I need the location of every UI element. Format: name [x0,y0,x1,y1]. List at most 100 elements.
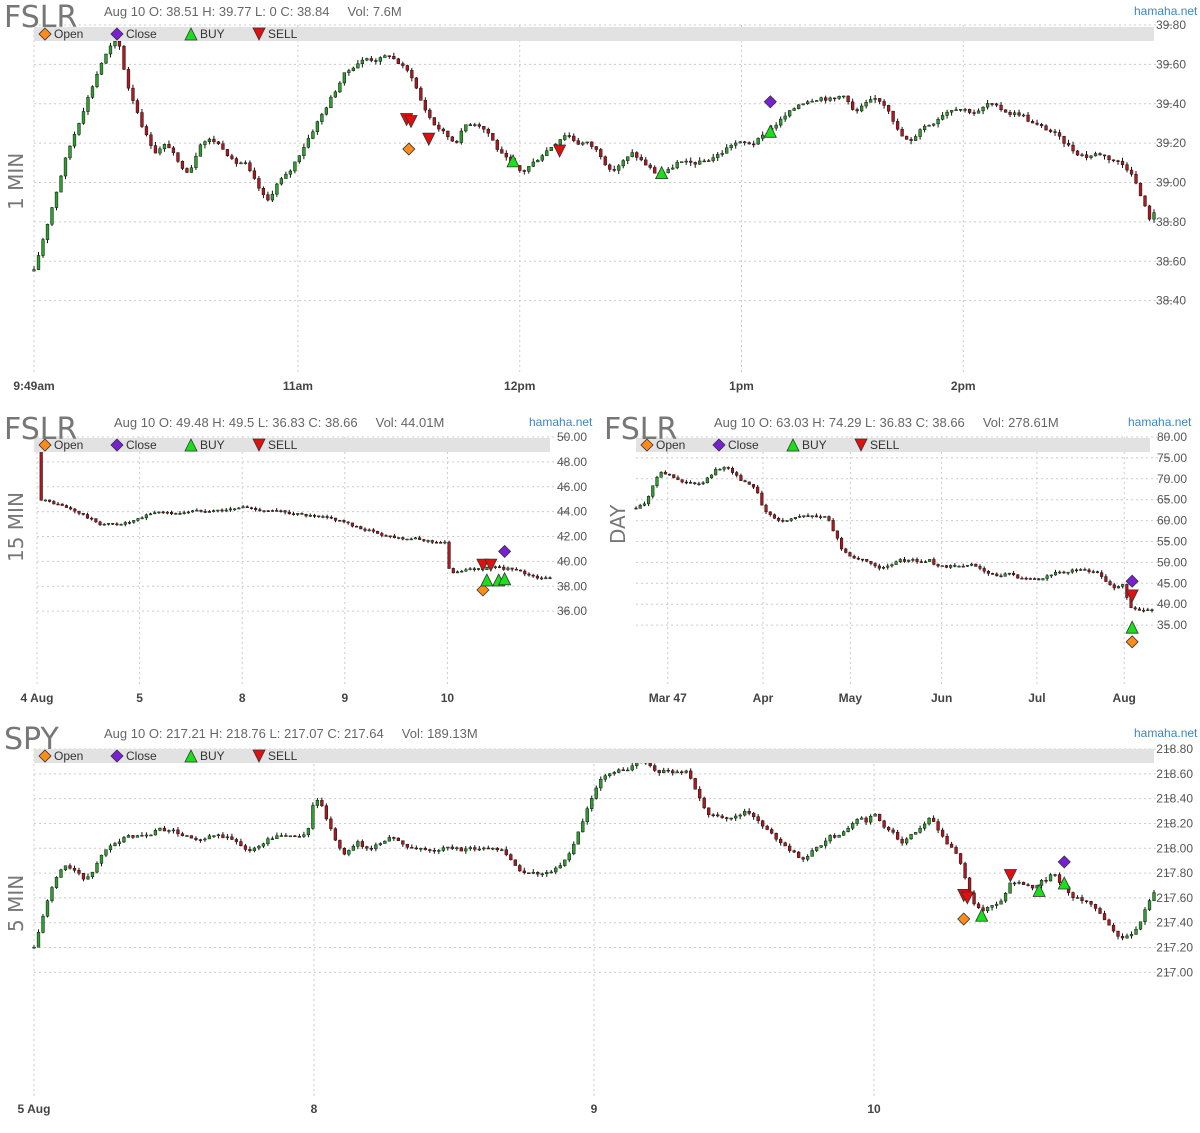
fslr-15min-chart[interactable]: 50.00 48.00 46.00 44.00 42.00 40.00 38.00 36.00… [0,410,600,710]
candle-body [549,871,553,874]
candle-body [374,844,378,850]
candle-body [714,469,718,476]
candle-body [500,849,504,851]
candle-body [777,517,781,521]
candle-body [194,156,198,169]
fslr-day-chart[interactable]: 80.00 75.00 70.00 65.00 60.00 55.00 50.00 45.00… [600,410,1200,710]
candle-body [793,516,797,520]
candle-body [446,130,450,138]
y-tick-label: 39.60 [1156,57,1186,71]
candle-body [756,816,760,822]
candle-body [961,565,965,568]
candle-body [123,522,127,525]
legend-close-icon [110,749,124,763]
candle-body [945,111,949,116]
candle-body [747,810,751,814]
candle-body [252,170,257,179]
candle-body [102,523,106,526]
brand-link[interactable]: hamaha.net [1134,4,1198,18]
candle-body [473,847,477,850]
candle-body [603,156,607,166]
candle-body [437,850,441,852]
candle-body [936,119,940,125]
candle-body [86,876,90,880]
candle-body [995,573,999,577]
chart-legend: Open Close BUY SELL [34,27,1154,41]
y-tick-label: 75.00 [1157,451,1187,465]
candle-body [855,109,859,112]
candle-body [638,505,642,509]
brand-link[interactable]: hamaha.net [1128,415,1192,429]
candle-body [549,147,553,151]
candle-body [688,482,693,484]
candle-body [1152,892,1156,901]
candle-body [32,946,36,949]
candle-body [468,568,472,570]
spy-5min-chart[interactable]: 218.80 218.60 218.40 218.20 218.00 217.80 217.… [0,722,1200,1133]
y-tick-label: 218.40 [1156,792,1193,806]
buy-marker [654,165,669,180]
candle-body [873,813,877,817]
candle-body [954,109,958,112]
legend-close-label: Close [126,27,157,41]
legend-close-label: Close [126,438,157,452]
candle-body [468,124,472,126]
candle-body [536,159,540,163]
candle-body [779,118,783,126]
candle-body [1100,572,1104,577]
candle-body [270,838,275,840]
candle-body [304,513,308,517]
candle-body [1026,884,1030,886]
candle-body [228,508,232,511]
brand-link[interactable]: hamaha.net [1134,726,1198,740]
candle-body [248,162,252,171]
y-tick-label: 48.00 [557,455,587,469]
buy-marker [480,573,494,587]
candle-body [41,915,45,933]
candle-body [630,765,634,771]
candle-body [77,123,81,135]
grid-lines [33,748,1172,1097]
sell-marker [252,438,266,452]
brand-link[interactable]: hamaha.net [529,415,593,429]
close-marker [498,544,512,558]
candle-body [540,155,544,161]
candle-body [308,515,312,517]
candle-body [77,510,81,514]
candle-body [957,565,961,568]
y-tick-label: 39.00 [1156,176,1186,190]
candle-body [1032,578,1037,580]
candle-body [877,565,881,569]
candle-body [451,568,455,574]
candle-body [518,865,522,872]
candle-body [635,152,639,158]
candle-body [279,178,284,185]
candle-body [653,167,657,174]
candle-body [548,577,552,580]
candle-body [1035,122,1039,125]
candle-body [648,164,652,168]
candle-body [922,125,927,130]
candle-body [153,512,157,515]
legend-buy-label: BUY [200,438,225,452]
y-tick-label: 50.00 [557,430,587,444]
chart-panel-fslr-1min: 39.80 39.60 39.40 39.20 39.00 38.80 38.60 38.40… [0,0,1200,400]
candle-body [1048,129,1053,132]
candle-body [270,510,275,512]
candle-body [976,110,981,114]
x-tick-label: Mar 47 [649,691,687,705]
candle-body [806,101,810,105]
candle-body [567,853,571,861]
candle-body [701,482,705,485]
candle-body [347,70,351,73]
candle-body [32,269,36,272]
candle-body [1098,153,1102,156]
y-tick-label: 217.60 [1156,891,1193,905]
candle-body [797,851,801,858]
candle-body [140,834,144,837]
candle-body [828,97,832,101]
candle-body [279,510,283,512]
close-marker [1057,855,1071,869]
candle-body [671,770,675,774]
fslr-1min-chart[interactable]: 39.80 39.60 39.40 39.20 39.00 38.80 38.60 38.40… [0,0,1200,400]
